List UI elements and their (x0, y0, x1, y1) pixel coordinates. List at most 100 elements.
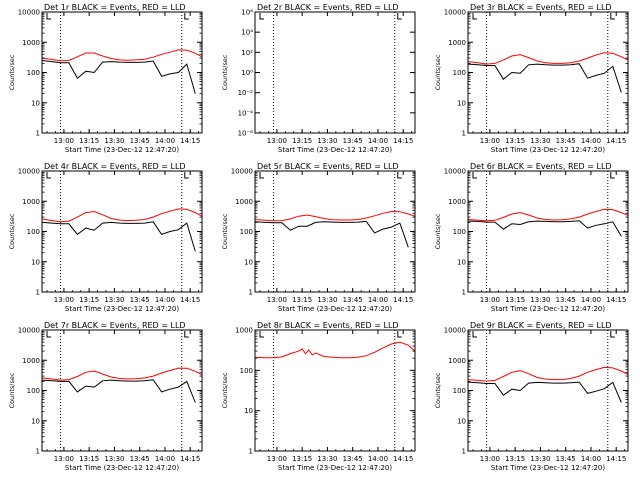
y-tick-label: 1 (249, 289, 253, 297)
x-tick-label: 13:45 (343, 296, 363, 304)
y-tick-label: 10² (241, 49, 253, 57)
interval-bracket-marker (472, 172, 477, 179)
x-axis-label: Start Time (23-Dec-12 12:47:20) (278, 146, 392, 154)
x-axis-label: Start Time (23-Dec-12 12:47:20) (491, 464, 605, 472)
x-tick-label: 13:00 (54, 455, 74, 463)
x-tick-label: 13:15 (79, 296, 99, 304)
y-axis-label: Counts/sec (221, 372, 229, 408)
x-tick-label: 13:30 (317, 296, 337, 304)
panel-title: Det 5r BLACK = Events, RED = LLD (257, 162, 399, 171)
y-tick-label: 10 (31, 99, 40, 107)
chart-panel-2: Det 2r BLACK = Events, RED = LLD 10⁻⁶ 10⁻⁴… (221, 3, 416, 154)
events-series-line (254, 220, 409, 248)
events-series-line (41, 60, 196, 94)
x-tick-label: 13:45 (343, 137, 363, 145)
x-tick-label: 13:15 (505, 137, 525, 145)
y-tick-label: 10⁴ (241, 29, 253, 37)
y-axis-label: Counts/sec (8, 372, 16, 408)
x-tick-label: 13:45 (556, 137, 576, 145)
plot-frame (467, 170, 629, 293)
chart-panel-7: Det 7r BLACK = Events, RED = LLD 1 10 100 10… (8, 321, 203, 472)
y-axis-label: Counts/sec (8, 213, 16, 249)
x-tick-label: 13:15 (292, 455, 312, 463)
panel-title: Det 1r BLACK = Events, RED = LLD (44, 3, 186, 12)
y-tick-label: 10 (31, 417, 40, 425)
x-tick-label: 13:00 (267, 455, 287, 463)
x-tick-label: 13:15 (505, 455, 525, 463)
y-axis-label: Counts/sec (8, 54, 16, 90)
x-tick-label: 14:00 (368, 137, 388, 145)
x-tick-label: 14:00 (368, 455, 388, 463)
plot-frame (254, 11, 416, 134)
chart-panel-3: Det 3r BLACK = Events, RED = LLD 1 10 100 10… (434, 3, 629, 154)
x-tick-label: 14:00 (581, 137, 601, 145)
interval-bracket-marker (397, 13, 402, 20)
x-axis-label: Start Time (23-Dec-12 12:47:20) (491, 146, 605, 154)
y-tick-label: 1000 (448, 39, 466, 47)
chart-panel-5: Det 5r BLACK = Events, RED = LLD 1 10 100 10… (221, 162, 416, 313)
y-tick-label: 10000 (444, 168, 466, 176)
interval-bracket-marker (46, 331, 51, 338)
x-axis-label: Start Time (23-Dec-12 12:47:20) (65, 305, 179, 313)
y-tick-label: 1 (462, 289, 466, 297)
events-series-line (41, 379, 196, 403)
x-tick-label: 14:15 (606, 455, 626, 463)
x-tick-label: 13:30 (530, 137, 550, 145)
y-tick-label: 10 (244, 407, 253, 415)
y-tick-label: 1 (462, 448, 466, 456)
interval-bracket-marker (46, 172, 51, 179)
y-tick-label: 1000 (235, 198, 253, 206)
y-tick-label: 10000 (444, 327, 466, 335)
x-tick-label: 14:15 (393, 137, 413, 145)
y-tick-label: 100 (240, 367, 253, 375)
x-tick-label: 13:30 (530, 296, 550, 304)
y-tick-label: 1000 (22, 198, 40, 206)
y-tick-label: 10 (457, 258, 466, 266)
interval-bracket-marker (472, 331, 477, 338)
x-tick-label: 13:30 (530, 455, 550, 463)
x-tick-label: 13:00 (267, 296, 287, 304)
x-tick-label: 13:00 (480, 296, 500, 304)
y-tick-label: 100 (453, 228, 466, 236)
x-tick-label: 13:30 (104, 455, 124, 463)
y-tick-label: 1000 (448, 198, 466, 206)
interval-bracket-marker (610, 13, 615, 20)
x-tick-label: 13:45 (556, 455, 576, 463)
x-axis-label: Start Time (23-Dec-12 12:47:20) (491, 305, 605, 313)
chart-panel-9: Det 9r BLACK = Events, RED = LLD 1 10 100 10… (434, 321, 629, 472)
y-tick-label: 1 (36, 130, 40, 138)
y-tick-label: 10⁻⁴ (238, 109, 254, 117)
interval-bracket-marker (184, 331, 189, 338)
interval-bracket-marker (259, 172, 264, 179)
x-tick-label: 13:15 (79, 137, 99, 145)
y-tick-label: 10000 (18, 168, 40, 176)
y-tick-label: 1000 (22, 39, 40, 47)
y-tick-label: 10000 (18, 327, 40, 335)
y-tick-label: 10⁶ (241, 9, 253, 17)
plot-frame (254, 329, 416, 452)
x-tick-label: 13:15 (292, 296, 312, 304)
events-series-line (41, 221, 196, 252)
y-tick-label: 100 (453, 69, 466, 77)
y-axis-label: Counts/sec (434, 372, 442, 408)
y-tick-label: 1000 (448, 357, 466, 365)
panel-title: Det 3r BLACK = Events, RED = LLD (470, 3, 612, 12)
y-axis-label: Counts/sec (221, 213, 229, 249)
x-tick-label: 14:15 (606, 137, 626, 145)
x-tick-label: 14:15 (393, 455, 413, 463)
interval-bracket-marker (259, 13, 264, 20)
y-tick-label: 1000 (22, 357, 40, 365)
x-tick-label: 13:30 (104, 137, 124, 145)
x-tick-label: 13:45 (130, 296, 150, 304)
panel-title: Det 8r BLACK = Events, RED = LLD (257, 321, 399, 330)
y-tick-label: 10 (457, 99, 466, 107)
y-tick-label: 100 (27, 387, 40, 395)
chart-panel-4: Det 4r BLACK = Events, RED = LLD 1 10 100 10… (8, 162, 203, 313)
y-axis-label: Counts/sec (434, 213, 442, 249)
events-series-line (467, 220, 622, 237)
x-tick-label: 13:15 (505, 296, 525, 304)
y-tick-label: 100 (240, 228, 253, 236)
panel-title: Det 7r BLACK = Events, RED = LLD (44, 321, 186, 330)
x-tick-label: 13:45 (130, 137, 150, 145)
interval-bracket-marker (184, 13, 189, 20)
